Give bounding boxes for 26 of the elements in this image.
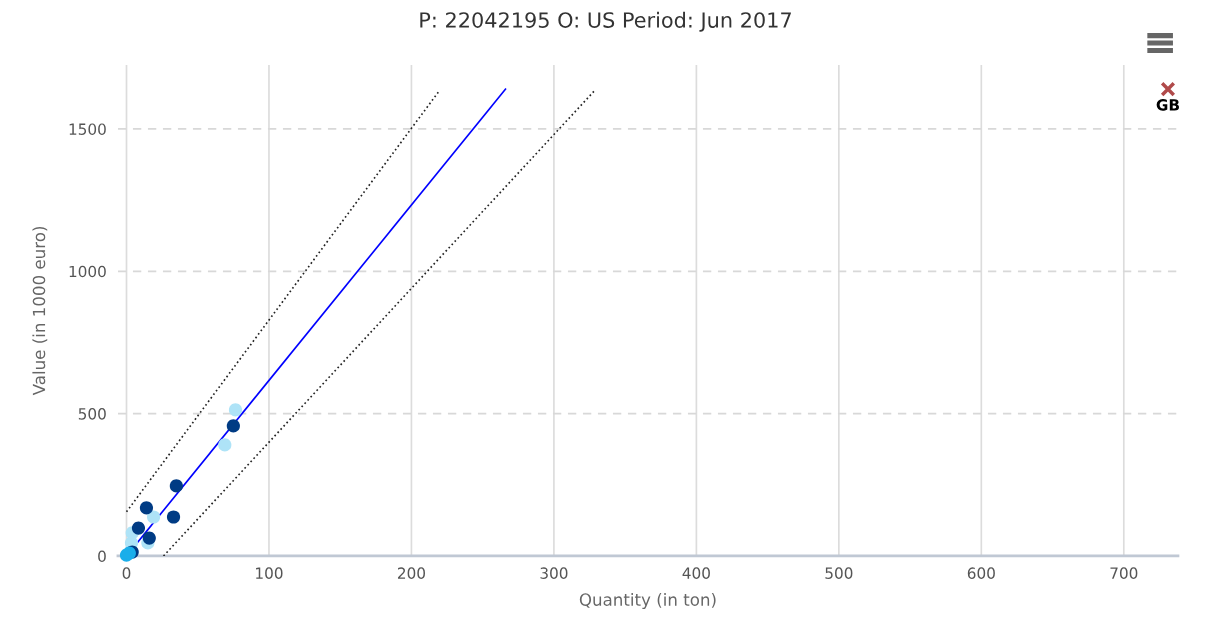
chart-title: P: 22042195 O: US Period: Jun 2017 xyxy=(420,11,791,32)
point xyxy=(166,510,181,524)
point xyxy=(131,521,146,535)
point xyxy=(226,419,240,433)
point xyxy=(142,531,156,545)
point xyxy=(1160,81,1176,97)
y-axis-title: Value (in 1000 euro) xyxy=(32,226,48,396)
x-tick-label: 300 xyxy=(540,567,568,579)
y-tick-label: 1000 xyxy=(69,265,106,278)
annotation: GB xyxy=(1156,99,1179,111)
y-tick-label: 500 xyxy=(78,408,106,420)
x-axis-title: Quantity (in ton) xyxy=(579,592,716,610)
point xyxy=(228,403,243,417)
x-tick-label: 0 xyxy=(122,567,131,579)
point xyxy=(169,479,183,493)
x-tick-label: 400 xyxy=(682,567,710,579)
point xyxy=(146,510,161,524)
point xyxy=(218,438,232,452)
x-tick-label: 700 xyxy=(1110,567,1138,579)
x-tick-label: 600 xyxy=(967,567,995,579)
point xyxy=(139,501,154,515)
y-tick-label: 1500 xyxy=(69,123,106,135)
y-tick-label: 0 xyxy=(98,550,106,563)
x-tick-label: 500 xyxy=(825,567,853,579)
x-tick-label: 200 xyxy=(397,567,426,579)
x-tick-label: 100 xyxy=(256,567,283,579)
